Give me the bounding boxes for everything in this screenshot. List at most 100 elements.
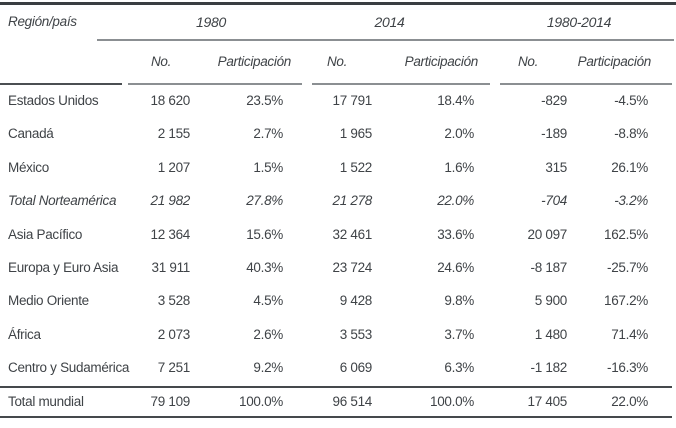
- value-no-2014: 3 553: [339, 326, 373, 342]
- header-row-subheaders: No. Participación No. Participación No. …: [0, 40, 676, 84]
- value-participation-diff: -25.7%: [607, 259, 648, 275]
- subheader-no-diff: No.: [517, 54, 539, 70]
- table-row: México 1 207 1.5% 1 522 1.6% 315 26.1%: [0, 151, 676, 184]
- value-participation-diff: -3.2%: [614, 193, 648, 209]
- table-row: África 2 073 2.6% 3 553 3.7% 1 480 71.4%: [0, 318, 676, 351]
- value-no-diff: 315: [545, 159, 567, 175]
- region-label: Total Norteamérica: [8, 193, 117, 209]
- value-no-1980: 2 155: [157, 126, 191, 142]
- value-no-1980: 3 528: [157, 293, 191, 309]
- region-label: Medio Oriente: [8, 293, 89, 309]
- value-participation-2014: 100.0%: [430, 393, 474, 409]
- value-participation-1980: 100.0%: [239, 393, 283, 409]
- value-no-1980: 18 620: [150, 92, 191, 108]
- table-row: Asia Pacífico 12 364 15.6% 32 461 33.6% …: [0, 218, 676, 251]
- corner-header: Región/país: [8, 13, 77, 29]
- value-no-2014: 6 069: [339, 360, 373, 376]
- table-row: Centro y Sudamérica 7 251 9.2% 6 069 6.3…: [0, 351, 676, 384]
- value-no-diff: -1 182: [530, 360, 568, 376]
- value-participation-1980: 23.5%: [246, 92, 283, 108]
- value-participation-1980: 9.2%: [253, 360, 283, 376]
- value-no-1980: 79 109: [150, 393, 191, 409]
- value-participation-2014: 24.6%: [437, 259, 474, 275]
- value-no-1980: 1 207: [157, 159, 191, 175]
- value-participation-1980: 15.6%: [246, 226, 283, 242]
- value-no-1980: 2 073: [157, 326, 191, 342]
- value-no-2014: 1 965: [339, 126, 373, 142]
- value-participation-diff: 167.2%: [604, 293, 648, 309]
- group-header-1980: 1980: [196, 13, 226, 30]
- value-no-diff: 5 900: [534, 293, 568, 309]
- value-no-2014: 9 428: [339, 293, 373, 309]
- value-participation-diff: -16.3%: [607, 360, 648, 376]
- region-label: Centro y Sudamérica: [8, 360, 130, 376]
- region-label: México: [8, 159, 49, 175]
- value-no-diff: -829: [541, 92, 567, 108]
- table-row-subtotal: Total Norteamérica 21 982 27.8% 21 278 2…: [0, 184, 676, 217]
- subheader-no-2014: No.: [326, 54, 348, 70]
- region-label: Total mundial: [8, 393, 84, 409]
- value-no-1980: 31 911: [151, 259, 191, 275]
- table-body: Estados Unidos 18 620 23.5% 17 791 18.4%…: [0, 84, 676, 385]
- region-label: África: [8, 326, 41, 342]
- header-row-groups: Región/país 1980 2014 1980-2014: [0, 3, 676, 40]
- table-row: Medio Oriente 3 528 4.5% 9 428 9.8% 5 90…: [0, 284, 676, 317]
- total-row-top-rule: [0, 386, 672, 388]
- value-participation-2014: 6.3%: [444, 360, 474, 376]
- value-participation-diff: 71.4%: [611, 326, 648, 342]
- value-no-2014: 23 724: [332, 259, 373, 275]
- value-participation-diff: 22.0%: [611, 393, 648, 409]
- value-no-diff: -8 187: [530, 259, 568, 275]
- value-no-1980: 12 364: [150, 226, 191, 242]
- value-participation-1980: 1.5%: [253, 159, 283, 175]
- table-row-total: Total mundial 79 109 100.0% 96 514 100.0…: [0, 387, 676, 416]
- table-row: Europa y Euro Asia 31 911 40.3% 23 724 2…: [0, 251, 676, 284]
- year-header-underline: [97, 39, 674, 41]
- value-participation-1980: 27.8%: [246, 193, 283, 209]
- subheader-underline-diff: [500, 83, 672, 85]
- region-label: Canadá: [8, 126, 54, 142]
- value-participation-2014: 33.6%: [437, 226, 474, 242]
- value-participation-2014: 3.7%: [444, 326, 474, 342]
- table-row: Canadá 2 155 2.7% 1 965 2.0% -189 -8.8%: [0, 117, 676, 150]
- value-no-diff: -704: [541, 193, 567, 209]
- group-header-2014: 2014: [374, 13, 405, 30]
- region-label: Estados Unidos: [8, 92, 99, 108]
- subheader-underline-1980: [128, 83, 302, 85]
- value-participation-2014: 9.8%: [444, 293, 474, 309]
- value-participation-1980: 4.5%: [253, 293, 283, 309]
- value-participation-diff: -4.5%: [614, 92, 648, 108]
- value-participation-2014: 22.0%: [437, 193, 474, 209]
- value-no-2014: 1 522: [339, 159, 373, 175]
- value-no-2014: 32 461: [332, 226, 373, 242]
- value-participation-1980: 2.6%: [253, 326, 283, 342]
- region-label: Asia Pacífico: [8, 226, 83, 242]
- subheader-no-1980: No.: [150, 54, 172, 70]
- table-row: Estados Unidos 18 620 23.5% 17 791 18.4%…: [0, 84, 676, 117]
- value-participation-diff: 26.1%: [611, 159, 648, 175]
- top-border-rule: [0, 2, 676, 5]
- region-label: Europa y Euro Asia: [8, 259, 119, 275]
- value-no-diff: 17 405: [527, 393, 568, 409]
- value-no-2014: 96 514: [332, 393, 373, 409]
- bottom-border-rule: [0, 416, 672, 418]
- value-participation-diff: -8.8%: [614, 126, 648, 142]
- value-no-diff: 20 097: [527, 226, 568, 242]
- subheader-participation-1980: Participación: [217, 54, 292, 70]
- value-no-1980: 21 982: [150, 193, 191, 209]
- subheader-underline-2014: [312, 83, 490, 85]
- subheader-participation-2014: Participación: [404, 54, 479, 70]
- subheader-underline-region: [0, 83, 122, 85]
- value-participation-2014: 18.4%: [437, 92, 474, 108]
- value-participation-1980: 40.3%: [246, 259, 283, 275]
- value-no-diff: -189: [541, 126, 567, 142]
- value-participation-1980: 2.7%: [253, 126, 283, 142]
- value-no-2014: 21 278: [332, 193, 373, 209]
- value-participation-diff: 162.5%: [604, 226, 648, 242]
- value-no-diff: 1 480: [534, 326, 568, 342]
- group-header-1980-2014: 1980-2014: [546, 13, 612, 30]
- value-participation-2014: 1.6%: [444, 159, 474, 175]
- value-participation-2014: 2.0%: [444, 126, 474, 142]
- subheader-participation-diff: Participación: [577, 54, 652, 70]
